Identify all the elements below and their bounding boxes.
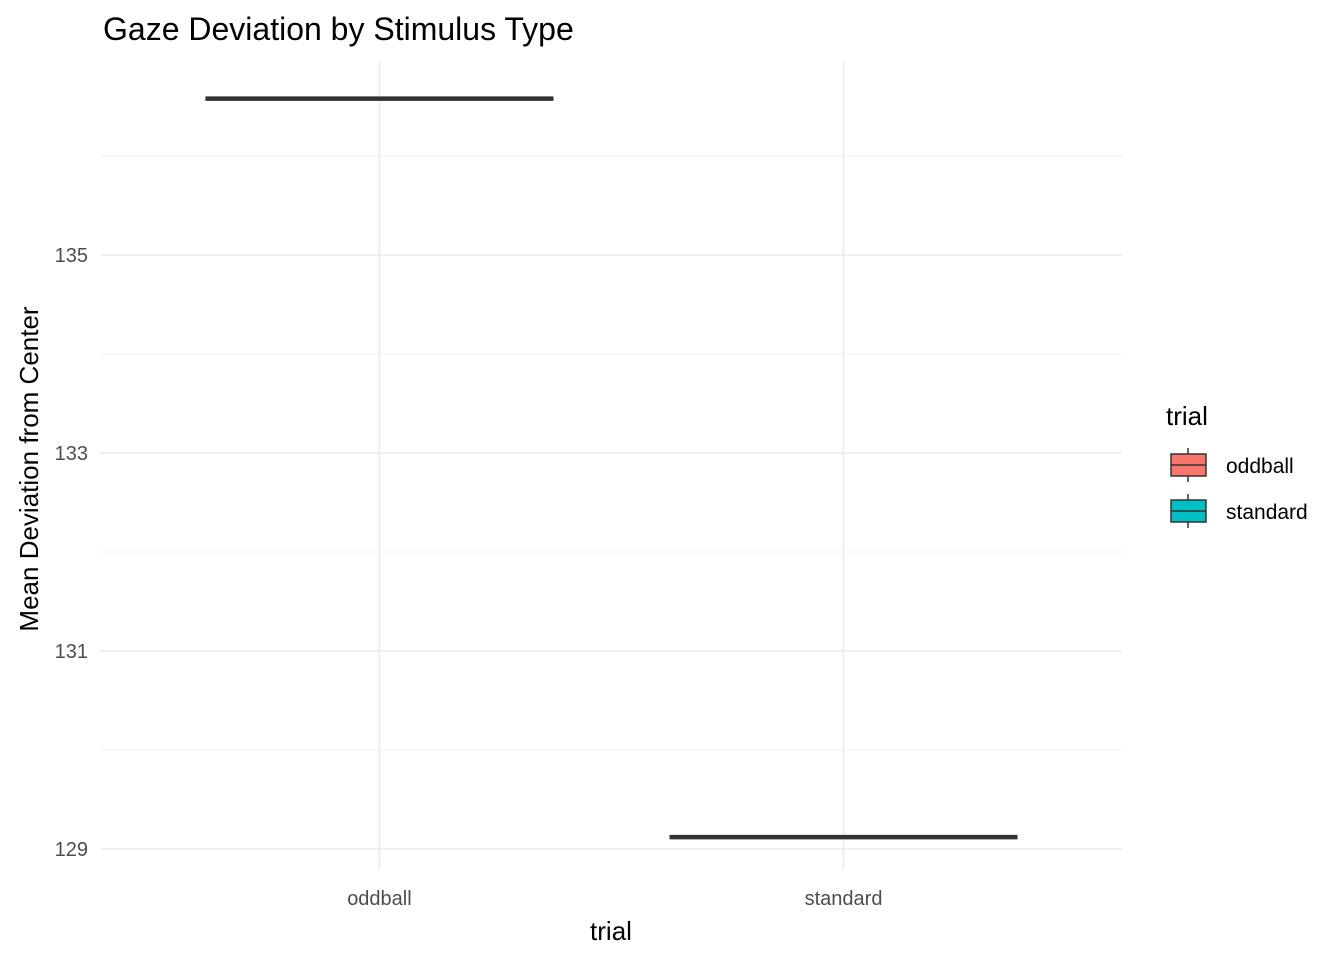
grid [101,62,1122,870]
chart-title: Gaze Deviation by Stimulus Type [103,11,574,47]
x-tick-label: standard [805,888,883,910]
x-axis-ticks: oddball standard [347,888,882,910]
y-tick-label: 129 [55,839,88,861]
legend-item-standard: standard [1170,494,1308,528]
legend-label: standard [1226,501,1308,524]
x-axis-title: trial [590,916,632,946]
y-tick-label: 133 [55,443,88,465]
y-axis-ticks: 129 131 133 135 [55,245,88,861]
legend-item-oddball: oddball [1170,448,1294,482]
y-tick-label: 131 [55,641,88,663]
box-series [205,96,1018,840]
legend: trial oddball standard [1166,401,1308,528]
y-axis-title: Mean Deviation from Center [14,306,44,631]
y-tick-label: 135 [55,245,88,267]
legend-items: oddball standard [1170,448,1308,528]
x-tick-label: oddball [347,888,412,910]
legend-title: trial [1166,401,1208,431]
legend-label: oddball [1226,455,1294,478]
